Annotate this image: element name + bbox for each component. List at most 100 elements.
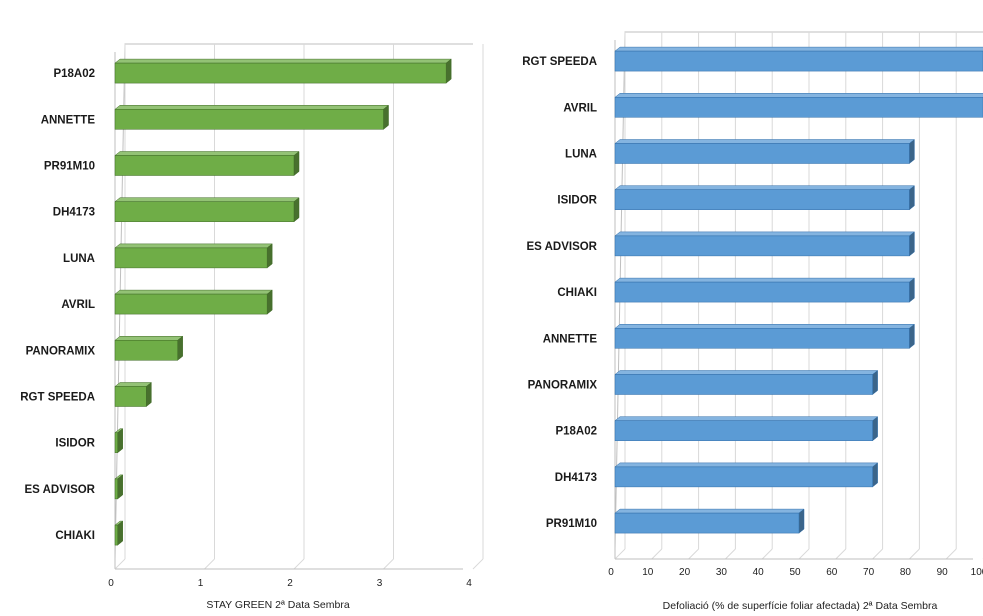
category-label: ISIDOR: [557, 195, 597, 207]
x-tick-label: 50: [789, 567, 801, 578]
bar-top-face: [614, 508, 805, 514]
bar: [614, 231, 916, 257]
floor-gridline: [472, 558, 484, 570]
bar-end-face: [872, 416, 878, 442]
bar-front-face: [114, 524, 118, 546]
bar-end-face: [872, 369, 878, 396]
bar-top-face: [114, 197, 300, 202]
bar-top-face: [114, 243, 273, 249]
stay-green-chart: 0 1 2 3 4 P18A02 ANNETTE PR91M10 DH4173 LUNA AVRIL…: [20, 43, 484, 611]
x-tick-label: 0: [608, 567, 614, 578]
bar-top-face: [614, 277, 916, 283]
bar-front-face: [114, 109, 384, 130]
bar-front-face: [114, 340, 178, 361]
bar-top-face: [614, 231, 916, 237]
bar-end-face: [909, 231, 915, 257]
bar-top-face: [614, 46, 983, 52]
bar-end-face: [146, 381, 152, 408]
floor-gridline: [293, 558, 305, 570]
category-label: DH4173: [555, 472, 597, 484]
x-tick-label: 40: [753, 567, 765, 578]
category-label: DH4173: [53, 207, 95, 219]
bar-end-face: [445, 58, 452, 84]
bar-front-face: [114, 293, 268, 315]
floor-gridline: [872, 548, 883, 560]
x-tick-label: 100: [971, 567, 983, 578]
bar: [114, 150, 300, 177]
x-tick-label: 1: [198, 578, 204, 589]
category-label: P18A02: [555, 426, 597, 438]
category-label: AVRIL: [563, 102, 597, 114]
floor-gridline: [835, 548, 847, 560]
bar: [114, 428, 124, 454]
bar-end-face: [293, 150, 300, 177]
bar-front-face: [614, 512, 800, 534]
bar-top-face: [614, 462, 879, 468]
floor-gridline: [909, 548, 920, 560]
category-label: PR91M10: [546, 518, 597, 530]
bar-top-face: [114, 289, 273, 295]
floor-gridline: [761, 548, 773, 560]
category-label: ES ADVISOR: [526, 241, 597, 253]
x-tick-label: 20: [679, 567, 691, 578]
category-label: ANNETTE: [41, 114, 96, 126]
bar-top-face: [114, 105, 390, 110]
x-tick-label: 3: [377, 578, 383, 589]
x-tick-label: 90: [937, 567, 949, 578]
bar-end-face: [266, 289, 273, 315]
bar-top-face: [614, 139, 916, 144]
x-tick-label: 0: [108, 578, 114, 589]
x-axis-title: STAY GREEN 2ª Data Sembra: [206, 599, 350, 611]
bar-front-face: [114, 478, 118, 500]
bar-front-face: [114, 432, 118, 453]
x-tick-label: 70: [863, 567, 875, 578]
bar: [114, 197, 300, 223]
category-label: ES ADVISOR: [24, 484, 95, 496]
floor-gridline: [651, 548, 663, 560]
bar-end-face: [909, 138, 915, 165]
bar-top-face: [114, 58, 452, 64]
bar: [614, 369, 879, 396]
bar-top-face: [114, 382, 153, 387]
bar-end-face: [177, 335, 183, 361]
bar-end-face: [909, 185, 915, 211]
bar: [114, 335, 184, 361]
bar: [614, 46, 983, 72]
bar-end-face: [117, 428, 123, 454]
category-label: ANNETTE: [543, 333, 598, 345]
bar-front-face: [614, 235, 910, 257]
bar-end-face: [117, 520, 123, 546]
bar: [614, 185, 916, 211]
bar-end-face: [383, 104, 389, 130]
bar-top-face: [614, 416, 879, 421]
bar-end-face: [117, 474, 123, 500]
bar-front-face: [114, 386, 147, 407]
bar-front-face: [614, 420, 873, 441]
x-tick-label: 2: [287, 578, 293, 589]
bar-front-face: [114, 62, 447, 84]
bar: [614, 323, 916, 349]
floor-gridline: [798, 548, 810, 560]
x-tick-label: 60: [826, 567, 838, 578]
bar-front-face: [114, 247, 268, 269]
category-label: LUNA: [63, 253, 95, 265]
bar-front-face: [614, 374, 873, 395]
bar-end-face: [293, 197, 300, 223]
category-label: PR91M10: [44, 161, 95, 173]
x-tick-label: 30: [716, 567, 728, 578]
bar-top-face: [614, 324, 916, 329]
defoliation-chart: 0 10 20 30 40 50 60 70 80 90 100 RGT SPEEDA AVRIL LUN…: [522, 31, 983, 612]
bar: [114, 58, 452, 84]
x-axis-title: Defoliació (% de superfície foliar afect…: [663, 600, 938, 612]
floor-gridline: [725, 548, 736, 560]
bar-top-face: [114, 151, 300, 156]
category-label: RGT SPEEDA: [20, 392, 95, 404]
bar: [614, 508, 805, 534]
bar: [614, 277, 916, 303]
bar-end-face: [909, 277, 915, 303]
bar-front-face: [114, 155, 295, 176]
bar-end-face: [798, 508, 805, 534]
bar: [614, 462, 879, 488]
bar-front-face: [114, 201, 295, 222]
bar: [114, 520, 124, 546]
